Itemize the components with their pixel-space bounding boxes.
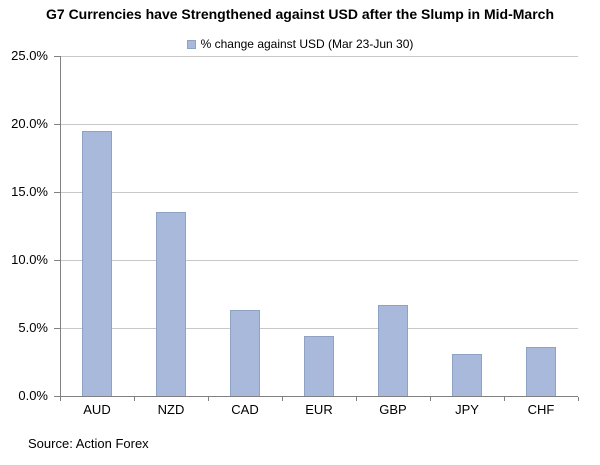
gridline-10 [60,260,578,261]
bar-NZD [156,212,186,396]
y-axis-label: 10.0% [11,252,48,267]
legend: % change against USD (Mar 23-Jun 30) [0,36,600,52]
gridline-15 [60,192,578,193]
chart-title: G7 Currencies have Strengthened against … [46,6,554,22]
x-axis-label-EUR: EUR [305,402,333,417]
bar-EUR [304,336,334,396]
x-axis-tick [282,397,283,401]
x-axis-tick [356,397,357,401]
bar-CHF [526,347,556,396]
legend-series-label: % change against USD (Mar 23-Jun 30) [200,37,414,51]
y-axis-tick [54,396,60,397]
x-axis-tick [504,397,505,401]
y-axis-label: 5.0% [18,320,48,335]
x-axis-label-GBP: GBP [379,402,407,417]
y-axis-tick [54,124,60,125]
bar-JPY [452,354,482,396]
y-axis-label: 15.0% [11,184,48,199]
plot-area [54,56,579,401]
bar-AUD [82,131,112,396]
x-axis-tick [578,397,579,401]
x-axis-line [60,396,578,397]
y-axis-label: 25.0% [11,48,48,63]
y-axis-tick [54,260,60,261]
bar-GBP [378,305,408,396]
x-axis-label-NZD: NZD [157,402,185,417]
x-axis-label-CAD: CAD [231,402,259,417]
x-axis-tick [134,397,135,401]
x-axis-tick [430,397,431,401]
y-axis-tick [54,192,60,193]
x-axis-label-JPY: JPY [455,402,479,417]
x-axis-tick [60,397,61,401]
y-axis-label: 20.0% [11,116,48,131]
y-axis-label: 0.0% [18,388,48,403]
gridline-20 [60,124,578,125]
x-axis-tick [208,397,209,401]
gridline-25 [60,56,578,57]
source-note: Source: Action Forex [28,436,149,451]
y-axis-tick [54,328,60,329]
x-axis-label-AUD: AUD [83,402,111,417]
y-axis-tick [54,56,60,57]
y-axis-line [60,56,61,397]
x-axis-label-CHF: CHF [527,402,555,417]
gridline-5 [60,328,578,329]
legend-series-marker-icon [186,39,196,49]
bar-CAD [230,310,260,396]
